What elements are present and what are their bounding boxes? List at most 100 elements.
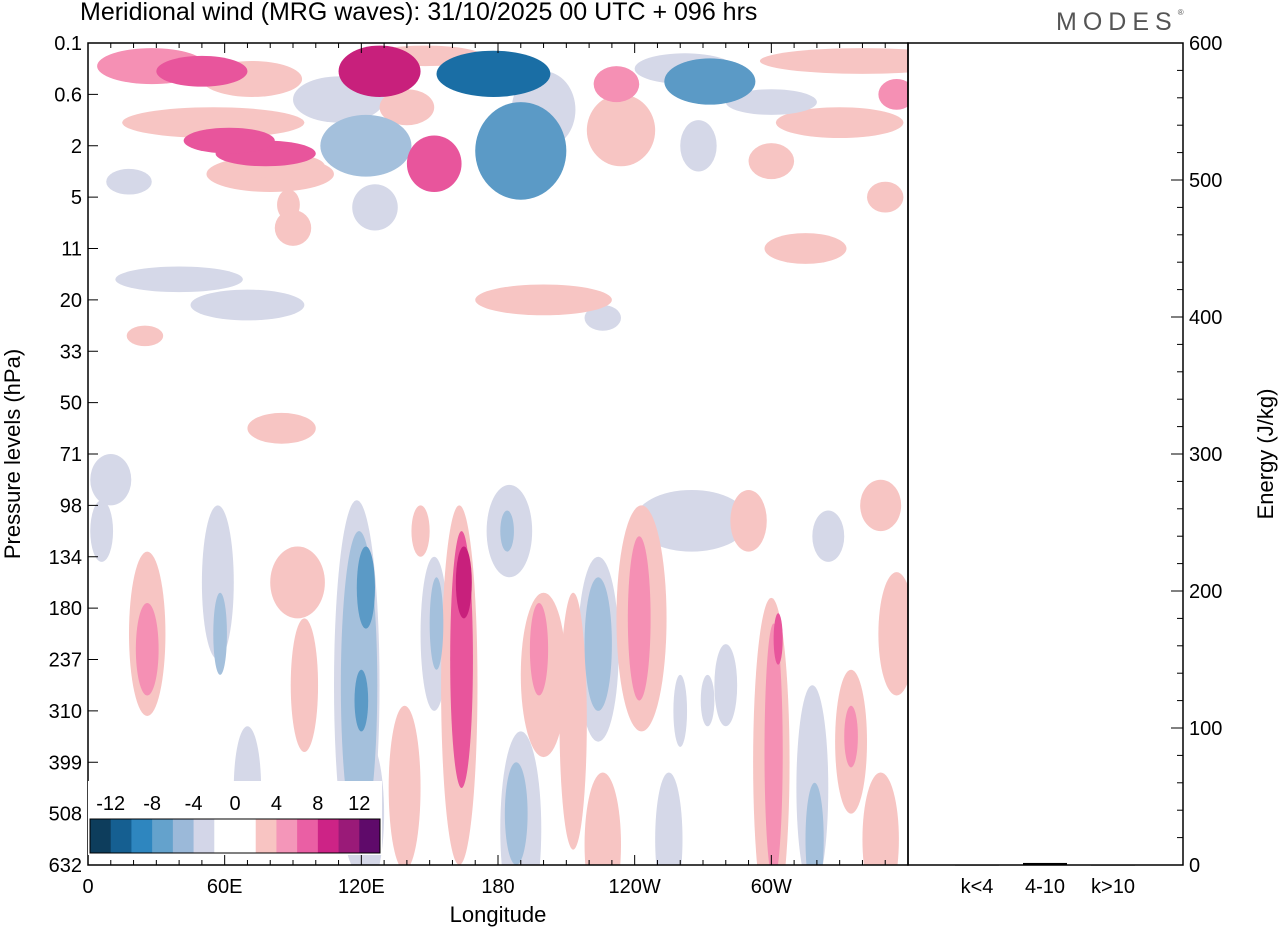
wind-field [90, 45, 908, 865]
y-tick-label: 98 [60, 495, 82, 517]
colorbar-frame [89, 818, 381, 854]
y-tick-label: 71 [60, 444, 82, 466]
positive-wind-region [773, 613, 783, 665]
positive-wind-region [748, 143, 795, 180]
positive-wind-region [586, 94, 656, 167]
negative-wind-region [106, 168, 152, 195]
negative-wind-region [213, 592, 227, 675]
negative-wind-region [115, 266, 243, 293]
positive-wind-region [559, 592, 587, 850]
colorbar-swatch [193, 819, 215, 853]
y-tick-label: 11 [61, 239, 82, 261]
y-tick-label: 237 [49, 650, 82, 672]
y-tick-label: 180 [49, 598, 82, 620]
positive-wind-region [867, 181, 904, 213]
y-axis: 0.1 0.6 2 5 11 20 33 50 71 98 134 180 237 310 399 508 63… [49, 33, 98, 877]
colorbar-swatch [255, 819, 277, 853]
negative-wind-region [436, 50, 551, 97]
y-tick-label: 0.1 [54, 33, 82, 55]
x-tick-label: 60W [751, 876, 792, 898]
colorbar-label: 4 [271, 793, 282, 815]
x-tick-label: 120W [609, 876, 661, 898]
colorbar-label: 8 [312, 793, 323, 815]
colorbar-label: -4 [185, 793, 203, 815]
colorbar-swatch [276, 819, 298, 853]
y-tick-label: 508 [49, 804, 82, 826]
positive-wind-region [406, 135, 462, 192]
chart-title: Meridional wind (MRG waves): 31/10/2025 … [80, 0, 758, 26]
energy-tick-label: 0 [1189, 855, 1200, 877]
negative-wind-region [725, 89, 817, 115]
energy-tick-label: 200 [1189, 581, 1222, 603]
negative-wind-region [504, 762, 528, 865]
energy-bar [955, 864, 999, 866]
y-tick-label: 134 [49, 547, 82, 569]
colorbar-swatch [235, 819, 257, 853]
energy-axis-title: Energy (J/kg) [1253, 389, 1278, 520]
positive-wind-region [584, 772, 621, 865]
positive-wind-region [247, 412, 316, 444]
colorbar-swatch [214, 819, 236, 853]
positive-wind-region [764, 233, 847, 264]
positive-wind-region [122, 107, 305, 139]
negative-wind-region [190, 289, 305, 321]
energy-bars: k<4 4-10 k>10 [955, 862, 1135, 898]
y-tick-label: 0.6 [54, 84, 82, 106]
positive-wind-region [775, 107, 904, 139]
negative-wind-region [655, 772, 683, 865]
x-tick-label: 180 [481, 876, 514, 898]
colorbar-swatch [297, 819, 319, 853]
positive-wind-region [126, 325, 164, 347]
positive-wind-region [455, 546, 472, 619]
negative-wind-region [664, 58, 756, 105]
positive-wind-region [135, 602, 159, 696]
negative-wind-region [714, 644, 738, 727]
colorbar-label: -12 [96, 793, 125, 815]
y-tick-label: 2 [71, 136, 82, 158]
registered-mark: ® [1177, 8, 1184, 17]
positive-wind-region [183, 127, 275, 154]
y-tick-label: 632 [49, 855, 82, 877]
y-axis-title: Pressure levels (hPa) [0, 349, 25, 559]
positive-wind-region [270, 546, 325, 619]
colorbar-swatch [172, 819, 195, 853]
positive-wind-region [759, 48, 908, 74]
negative-wind-region [320, 114, 412, 177]
colorbar-swatch [317, 819, 340, 853]
positive-wind-region [274, 209, 312, 246]
negative-wind-region [356, 546, 375, 629]
x-axis-title: Longitude [450, 902, 547, 927]
negative-wind-region [500, 510, 514, 552]
positive-wind-region [379, 89, 435, 126]
colorbar-label: -8 [143, 793, 161, 815]
energy-category-label: k<4 [961, 876, 994, 898]
positive-wind-region [593, 66, 640, 103]
energy-tick-label: 600 [1189, 33, 1222, 55]
negative-wind-region [584, 305, 621, 331]
energy-tick-label: 100 [1189, 718, 1222, 740]
positive-wind-region [156, 55, 248, 87]
positive-wind-region [627, 536, 651, 701]
energy-category-label: 4-10 [1025, 876, 1065, 898]
energy-bar [1091, 864, 1135, 866]
energy-axis: 0 100 200 300 400 500 600 [1171, 33, 1222, 877]
positive-wind-region [730, 489, 767, 552]
y-tick-label: 399 [49, 752, 82, 774]
negative-wind-region [700, 674, 715, 727]
logo-text: MODES [1056, 8, 1178, 36]
negative-wind-region [805, 782, 824, 865]
x-tick-label: 120E [338, 876, 385, 898]
positive-wind-region [529, 602, 549, 696]
negative-wind-region [593, 623, 608, 696]
negative-wind-region [90, 454, 132, 506]
colorbar-swatch [90, 819, 112, 853]
energy-bar [1023, 862, 1067, 865]
y-tick-label: 20 [60, 290, 82, 312]
positive-wind-region [860, 479, 902, 532]
colorbar-label: 0 [229, 793, 240, 815]
negative-wind-region [812, 510, 845, 562]
negative-wind-region [352, 184, 398, 231]
modes-logo: MODES® [1056, 8, 1184, 37]
colorbar-label: 12 [348, 793, 370, 815]
